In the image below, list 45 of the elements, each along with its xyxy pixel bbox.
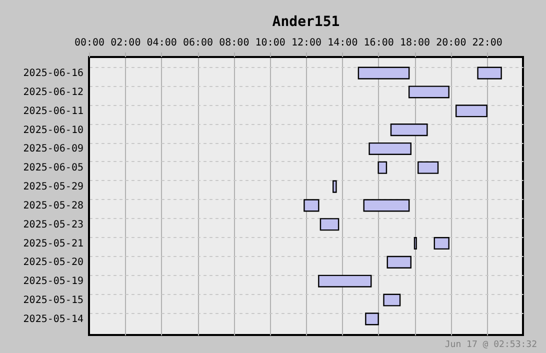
- x-tick-label: 04:00: [146, 38, 177, 48]
- x-tick-label: 06:00: [182, 38, 214, 48]
- bar: [390, 124, 428, 136]
- bar: [434, 237, 450, 250]
- x-tick-label: 10:00: [255, 38, 286, 48]
- x-tick-label: 16:00: [364, 38, 394, 48]
- y-tick-label: 2025-06-09: [23, 144, 84, 155]
- y-tick-label: 2025-05-23: [23, 219, 84, 230]
- x-tick-label: 08:00: [219, 38, 250, 48]
- y-tick-label: 2025-06-11: [23, 106, 84, 117]
- bar: [386, 256, 412, 268]
- bar: [365, 312, 379, 326]
- y-tick-label: 2025-06-12: [23, 86, 84, 98]
- bar: [368, 142, 412, 155]
- y-tick-label: 2025-06-10: [23, 124, 84, 136]
- y-tick-label: 2025-05-28: [23, 200, 84, 212]
- chart-title: Ander151: [272, 14, 340, 30]
- bar: [320, 218, 340, 231]
- y-tick-label: 2025-05-29: [23, 182, 84, 193]
- bar: [378, 161, 388, 174]
- bar: [363, 199, 410, 212]
- y-tick-label: 2025-05-15: [23, 295, 84, 306]
- x-tick-label: 14:00: [328, 38, 358, 48]
- x-tick-label: 12:00: [291, 38, 322, 48]
- x-tick-label: 18:00: [400, 38, 430, 48]
- y-tick-label: 2025-06-05: [23, 162, 84, 174]
- bar: [408, 86, 450, 98]
- bar: [332, 180, 337, 193]
- x-tick-label: 22:00: [472, 38, 502, 48]
- x-tick-label: 02:00: [110, 38, 141, 48]
- x-tick-label: 00:00: [74, 38, 105, 48]
- bar: [477, 66, 502, 80]
- text: Jun 17 @ 02:53:32: [444, 340, 537, 350]
- y-tick-label: 2025-05-20: [23, 257, 84, 268]
- bar: [383, 294, 401, 306]
- y-tick-label: 2025-05-21: [23, 238, 84, 250]
- y-tick-label: 2025-05-14: [23, 314, 84, 325]
- y-tick-label: 2025-06-16: [23, 68, 84, 80]
- bar: [455, 104, 488, 118]
- x-tick-label: 20:00: [436, 38, 466, 48]
- bar: [318, 274, 372, 288]
- bar: [358, 66, 410, 80]
- bar: [418, 161, 439, 174]
- bar: [304, 199, 320, 212]
- y-tick-label: 2025-05-19: [23, 276, 84, 288]
